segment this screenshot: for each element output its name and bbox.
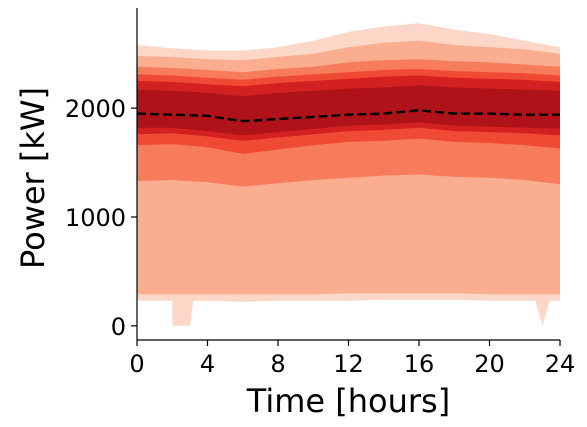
x-axis-label: Time [hours] bbox=[246, 382, 450, 420]
y-tick-label: 0 bbox=[111, 313, 126, 341]
x-tick-label: 0 bbox=[129, 350, 144, 378]
x-tick-label: 12 bbox=[333, 350, 364, 378]
tick-group: 0 4 8 12 16 20 24 0 1000 2000 bbox=[65, 95, 575, 378]
x-tick-label: 24 bbox=[545, 350, 576, 378]
x-tick-label: 20 bbox=[474, 350, 505, 378]
y-tick-label: 2000 bbox=[65, 95, 126, 123]
percentile-band-6 bbox=[137, 85, 560, 136]
median-line bbox=[136, 109, 560, 123]
x-tick-label: 8 bbox=[270, 350, 285, 378]
percentile-bands bbox=[137, 23, 560, 326]
y-tick-label: 1000 bbox=[65, 204, 126, 232]
x-tick-label: 4 bbox=[200, 350, 215, 378]
median-line-group bbox=[136, 109, 560, 123]
x-tick-label: 16 bbox=[404, 350, 435, 378]
y-axis-label: Power [kW] bbox=[14, 87, 52, 269]
